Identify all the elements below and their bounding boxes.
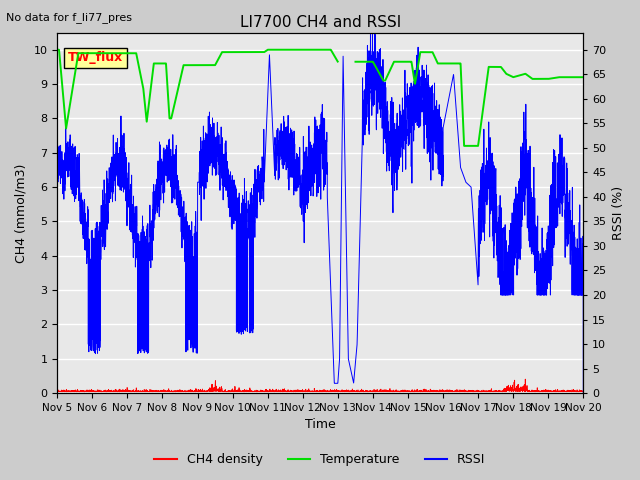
Text: No data for f_li77_pres: No data for f_li77_pres <box>6 12 132 23</box>
Y-axis label: RSSI (%): RSSI (%) <box>612 186 625 240</box>
Y-axis label: CH4 (mmol/m3): CH4 (mmol/m3) <box>15 163 28 263</box>
Legend: CH4 density, Temperature, RSSI: CH4 density, Temperature, RSSI <box>149 448 491 471</box>
X-axis label: Time: Time <box>305 419 335 432</box>
Text: TW_flux: TW_flux <box>68 51 123 64</box>
Title: LI7700 CH4 and RSSI: LI7700 CH4 and RSSI <box>239 15 401 30</box>
